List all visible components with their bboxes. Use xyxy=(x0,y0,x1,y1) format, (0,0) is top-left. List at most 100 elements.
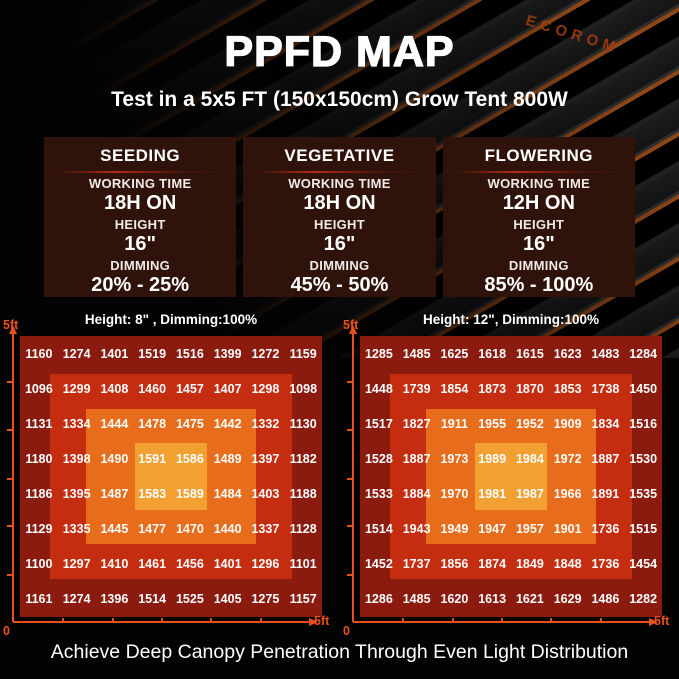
divider xyxy=(58,171,223,173)
ppfd-cell: 1535 xyxy=(629,487,658,502)
ppfd-cell: 1586 xyxy=(175,451,204,466)
dimming-value: 45% - 50% xyxy=(290,274,389,296)
x-tick xyxy=(111,618,114,623)
ppfd-cell: 1407 xyxy=(213,381,242,396)
ppfd-cell: 1987 xyxy=(515,487,544,502)
ppfd-cell: 1736 xyxy=(591,557,620,572)
ppfd-cell: 1517 xyxy=(364,416,393,431)
ppfd-cell: 1973 xyxy=(440,451,469,466)
heat-ring-center xyxy=(474,442,548,511)
axis-origin-label: 0 xyxy=(343,624,350,638)
dimming-value: 85% - 100% xyxy=(484,274,594,296)
ppfd-cell: 1943 xyxy=(402,522,431,537)
ppfd-cell: 1516 xyxy=(629,416,658,431)
dimming-value: 20% - 25% xyxy=(91,274,190,296)
heatmap-plot: 1160 1274 1401 1519 1516 1399 1272 1159 1096 1299… xyxy=(20,336,322,617)
ppfd-cell: 1533 xyxy=(364,487,393,502)
height-value: 16" xyxy=(522,233,555,255)
x-axis-max-label: 5ft xyxy=(654,614,670,628)
heatmap-8in: Height: 8" , Dimming:100% 5ft 1160 1274 14… xyxy=(0,305,339,650)
card-vegetative: VEGETATIVE WORKING TIME 18H ON HEIGHT 16… xyxy=(243,137,436,297)
ppfd-cell: 1396 xyxy=(100,592,129,607)
ppfd-cell: 1981 xyxy=(478,487,507,502)
ppfd-cell: 1478 xyxy=(138,416,167,431)
ppfd-cell: 1625 xyxy=(440,346,469,361)
ppfd-cell: 1296 xyxy=(251,557,280,572)
page-title: PPFD MAP xyxy=(224,27,455,76)
divider xyxy=(257,171,422,173)
ppfd-cell: 1332 xyxy=(251,416,280,431)
ppfd-cell: 1100 xyxy=(25,557,53,572)
ppfd-cell: 1955 xyxy=(478,416,507,431)
x-tick xyxy=(161,618,163,623)
card-seeding: SEEDING WORKING TIME 18H ON HEIGHT 16" D… xyxy=(44,137,237,297)
x-tick xyxy=(501,618,503,623)
divider xyxy=(456,171,621,173)
working-time-label: WORKING TIME xyxy=(88,176,192,191)
y-tick xyxy=(7,573,12,576)
card-title: FLOWERING xyxy=(484,146,594,165)
ppfd-cell: 1131 xyxy=(25,416,53,431)
ppfd-cell: 1484 xyxy=(213,487,242,502)
ppfd-cell: 1096 xyxy=(24,381,53,396)
ppfd-cell: 1405 xyxy=(213,592,242,607)
working-time-label: WORKING TIME xyxy=(487,176,591,191)
ppfd-cell: 1335 xyxy=(62,522,91,537)
working-time-value: 18H ON xyxy=(303,192,376,214)
y-tick xyxy=(347,573,352,576)
ppfd-cell: 1401 xyxy=(100,346,129,361)
ppfd-cell: 1410 xyxy=(100,557,129,572)
ppfd-cell: 1952 xyxy=(515,416,544,431)
ppfd-cell: 1970 xyxy=(440,487,469,502)
ppfd-value-grid: 1160 1274 1401 1519 1516 1399 1272 1159 1096 1299… xyxy=(20,336,322,617)
ppfd-cell: 1485 xyxy=(402,592,431,607)
card-title: SEEDING xyxy=(100,146,181,165)
ppfd-cell: 1450 xyxy=(629,381,658,396)
y-tick xyxy=(7,477,12,480)
ppfd-cell: 1487 xyxy=(100,487,129,502)
working-time-label: WORKING TIME xyxy=(288,176,391,191)
ppfd-cell: 1583 xyxy=(138,487,167,502)
heat-ring-center xyxy=(134,442,208,511)
footer-tagline: Achieve Deep Canopy Penetration Through … xyxy=(50,641,629,663)
ppfd-cell: 1629 xyxy=(553,592,582,607)
ppfd-cell: 1874 xyxy=(478,557,507,572)
axis-origin-label: 0 xyxy=(3,624,10,638)
y-axis xyxy=(7,325,17,622)
ppfd-cell: 1514 xyxy=(138,592,167,607)
ppfd-cell: 1397 xyxy=(251,451,280,466)
ppfd-cell: 1160 xyxy=(25,346,53,361)
ppfd-cell: 1530 xyxy=(629,451,658,466)
ppfd-cell: 1615 xyxy=(515,346,544,361)
ppfd-cell: 1739 xyxy=(402,381,431,396)
x-tick xyxy=(62,618,65,623)
x-axis-max-label: 5ft xyxy=(314,614,330,628)
ppfd-cell: 1128 xyxy=(289,522,317,537)
heatmap-title: Height: 8" , Dimming:100% xyxy=(84,312,258,327)
ppfd-cell: 1589 xyxy=(175,487,204,502)
height-label: HEIGHT xyxy=(513,217,565,232)
ppfd-cell: 1854 xyxy=(440,381,469,396)
ppfd-cell: 1457 xyxy=(175,381,204,396)
y-tick xyxy=(7,429,12,432)
ppfd-cell: 1972 xyxy=(553,451,582,466)
working-time-value: 12H ON xyxy=(502,192,575,214)
ppfd-cell: 1398 xyxy=(62,451,91,466)
card-title: VEGETATIVE xyxy=(284,146,395,165)
ppfd-cell: 1274 xyxy=(62,346,91,361)
y-tick xyxy=(347,525,352,528)
ppfd-cell: 1408 xyxy=(100,381,129,396)
ppfd-cell: 1475 xyxy=(175,416,204,431)
ppfd-cell: 1514 xyxy=(364,522,393,537)
ppfd-cell: 1448 xyxy=(364,381,393,396)
x-axis xyxy=(353,617,658,626)
ppfd-cell: 1737 xyxy=(402,557,431,572)
ppfd-cell: 1186 xyxy=(25,487,53,502)
ppfd-cell: 1528 xyxy=(364,451,393,466)
ppfd-cell: 1442 xyxy=(213,416,242,431)
ppfd-cell: 1297 xyxy=(62,557,91,572)
ppfd-cell: 1621 xyxy=(515,592,544,607)
ppfd-cell: 1620 xyxy=(440,592,469,607)
ppfd-cell: 1901 xyxy=(553,522,582,537)
x-tick xyxy=(550,618,553,623)
